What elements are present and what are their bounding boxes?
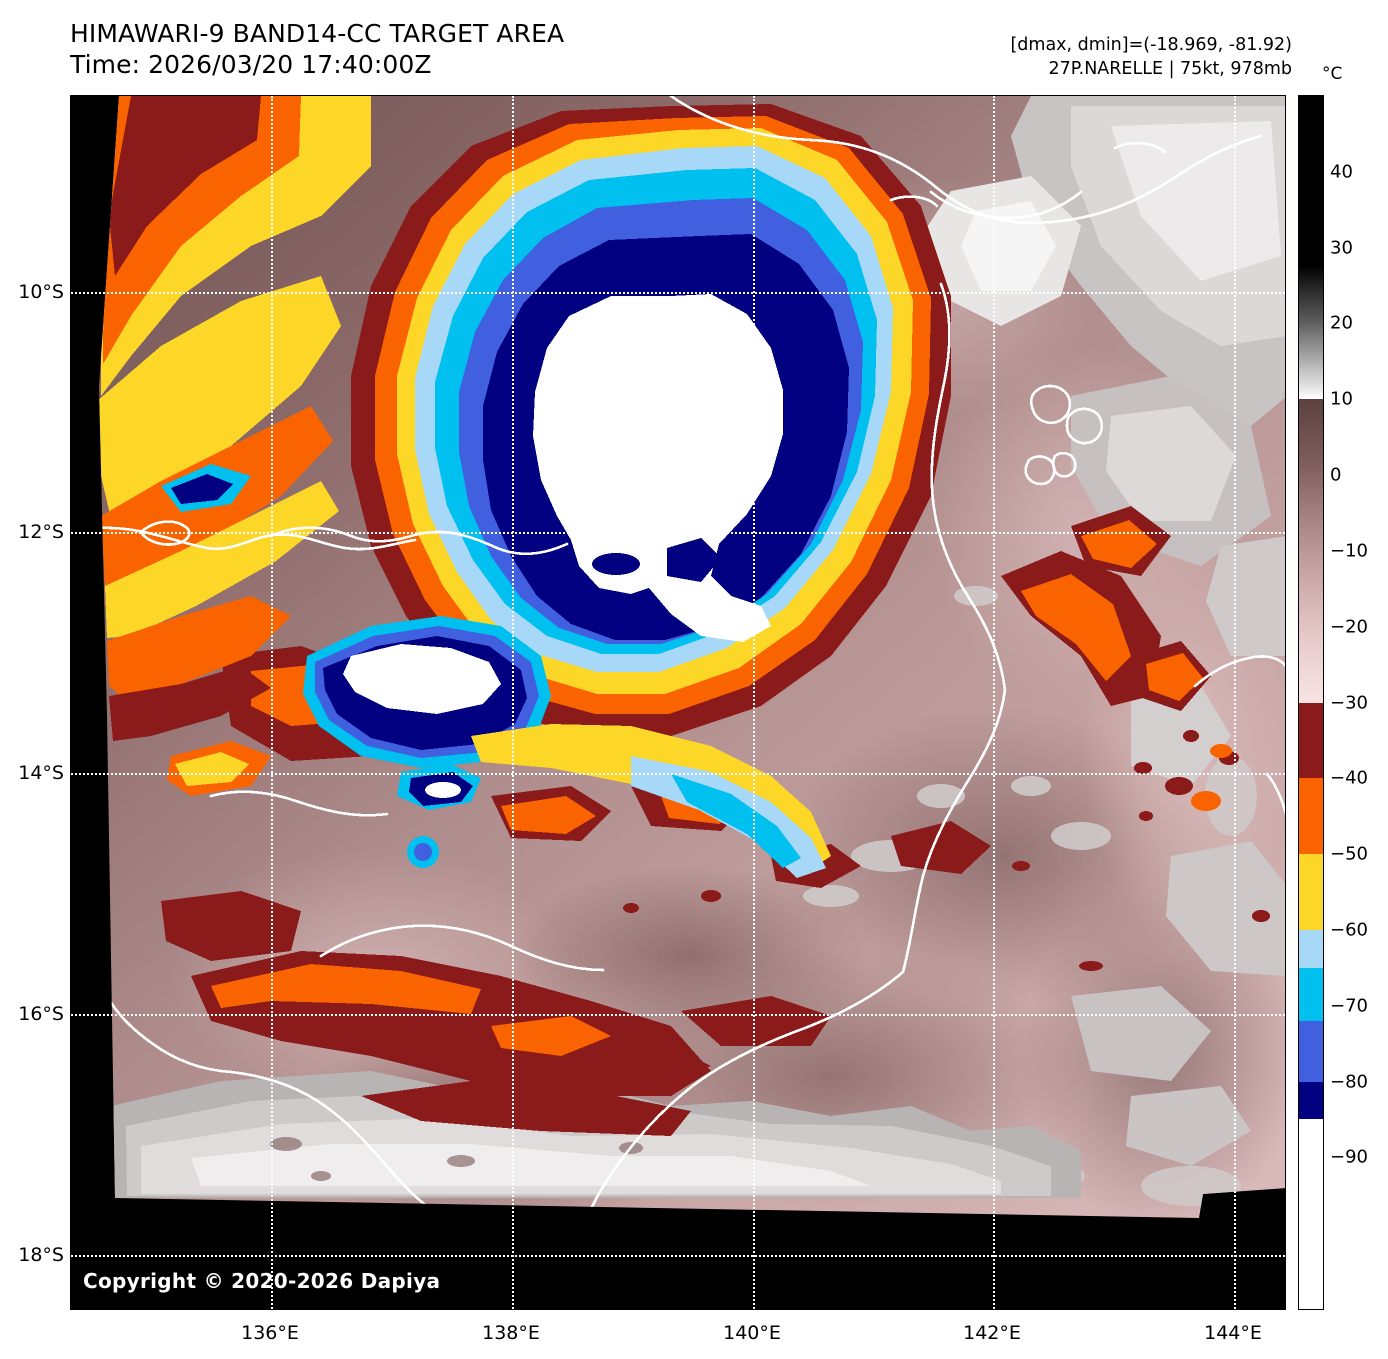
figure-title-block: HIMAWARI-9 BAND14-CC TARGET AREA Time: 2… <box>70 18 564 80</box>
colorbar-tick-minus30: −30 <box>1330 692 1368 713</box>
page-title: HIMAWARI-9 BAND14-CC TARGET AREA <box>70 19 565 48</box>
colorbar-tick-minus70: −70 <box>1330 995 1368 1017</box>
colorbar-tick-10: 10 <box>1330 388 1353 410</box>
colorbar-segment-mauve <box>1299 399 1323 703</box>
storm-info-label: 27P.NARELLE | 75kt, 978mb <box>1048 59 1292 79</box>
map-plot-area[interactable]: Copyright © 2020-2026 Dapiya <box>70 95 1286 1310</box>
colorbar-band-cyan <box>1299 967 1323 1021</box>
colorbar-tick-0: 0 <box>1330 464 1342 486</box>
colorbar-tick-minus60: −60 <box>1330 919 1368 941</box>
ytick-label-14S: 14°S <box>18 762 64 784</box>
metadata-block: [dmax, dmin]=(-18.969, -81.92) 27P.NAREL… <box>1010 33 1292 81</box>
colorbar-tick-minus20: −20 <box>1330 616 1368 638</box>
copyright-label: Copyright © 2020-2026 Dapiya <box>83 1269 441 1293</box>
colorbar-tick-20: 20 <box>1330 312 1353 334</box>
data-range-label: [dmax, dmin]=(-18.969, -81.92) <box>1010 35 1292 55</box>
ytick-label-10S: 10°S <box>18 281 64 303</box>
ytick-label-12S: 12°S <box>18 521 64 543</box>
colorbar-band-white <box>1299 1119 1323 1309</box>
colorbar-band-navy <box>1299 1081 1323 1120</box>
colorbar-tick-minus90: −90 <box>1330 1146 1368 1168</box>
colorbar-tick-30: 30 <box>1330 237 1353 259</box>
timestamp-label: Time: 2026/03/20 17:40:00Z <box>70 50 432 79</box>
xtick-label-136E: 136°E <box>241 1322 299 1344</box>
colorbar-unit-label: °C <box>1322 64 1343 84</box>
xtick-label-138E: 138°E <box>482 1322 540 1344</box>
colorbar-tick-minus10: −10 <box>1330 540 1368 562</box>
ytick-label-18S: 18°S <box>18 1244 64 1266</box>
xtick-label-140E: 140°E <box>723 1322 781 1344</box>
xtick-label-144E: 144°E <box>1204 1322 1262 1344</box>
xtick-label-142E: 142°E <box>963 1322 1021 1344</box>
temperature-colorbar[interactable] <box>1298 95 1324 1310</box>
colorbar-band-light-blue <box>1299 929 1323 968</box>
colorbar-segment-grayscale <box>1299 96 1323 400</box>
ytick-label-16S: 16°S <box>18 1003 64 1025</box>
colorbar-band-orange <box>1299 778 1323 855</box>
colorbar-tick-minus40: −40 <box>1330 767 1368 789</box>
colorbar-band-royal-blue <box>1299 1020 1323 1082</box>
colorbar-band-yellow <box>1299 854 1323 930</box>
colorbar-tick-40: 40 <box>1330 161 1353 183</box>
colorbar-tick-minus80: −80 <box>1330 1071 1368 1093</box>
satellite-data-layer <box>71 96 1285 1309</box>
colorbar-tick-minus50: −50 <box>1330 843 1368 865</box>
colorbar-band-dark-red <box>1299 702 1323 779</box>
